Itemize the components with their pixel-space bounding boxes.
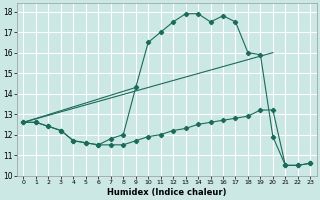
X-axis label: Humidex (Indice chaleur): Humidex (Indice chaleur) bbox=[107, 188, 227, 197]
